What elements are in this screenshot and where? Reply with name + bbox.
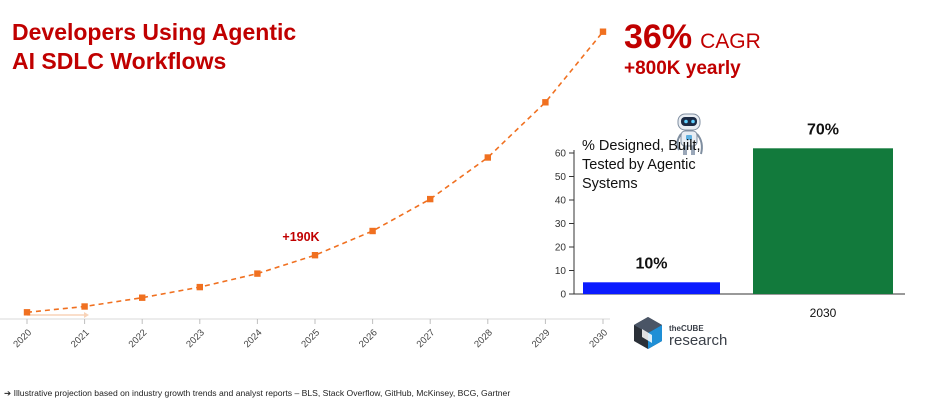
brand-logo: theCUBE research xyxy=(669,323,728,349)
x-tick-label: 2027 xyxy=(415,327,438,350)
data-point xyxy=(139,294,146,301)
cagr-headline: 36% CAGR xyxy=(624,18,761,57)
data-point xyxy=(311,252,319,259)
data-point xyxy=(599,28,607,35)
data-point xyxy=(196,283,203,291)
x-tick-label: 2026 xyxy=(357,327,380,350)
data-point xyxy=(369,227,376,235)
x-tick-label: 2020 xyxy=(11,327,34,350)
source-footnote: ➔ Illustrative projection based on indus… xyxy=(4,388,511,398)
y-tick-label: 10 xyxy=(555,266,567,277)
cagr-value: 36% xyxy=(624,18,693,56)
y-tick-label: 0 xyxy=(560,290,566,301)
annotation-label: +190K xyxy=(282,230,319,244)
bar xyxy=(753,148,893,294)
bar-data-label: 10% xyxy=(635,255,667,272)
y-tick-label: 20 xyxy=(555,243,567,254)
x-tick-label: 2025 xyxy=(299,327,322,350)
x-tick-label: 2028 xyxy=(472,327,495,350)
bar-data-label: 70% xyxy=(807,121,839,138)
start-arrow-head xyxy=(84,312,89,318)
x-tick-label: 2021 xyxy=(69,327,92,350)
series-line xyxy=(26,31,604,314)
y-tick-label: 60 xyxy=(555,149,567,160)
bar xyxy=(583,282,720,295)
data-point xyxy=(484,154,491,161)
y-tick-label: 50 xyxy=(555,172,567,183)
x-tick-label: 2023 xyxy=(184,327,207,350)
data-point xyxy=(542,99,549,106)
yearly-growth: +800K yearly xyxy=(624,58,741,79)
line-chart: 2020 2021 2022 2023 2024 2025 2026 2027 2028 2029… xyxy=(0,28,610,350)
x-tick-label: 2022 xyxy=(127,327,150,350)
x-tick-label: 2024 xyxy=(242,327,265,350)
robot-icon xyxy=(676,113,703,155)
bar-category-label: 2030 xyxy=(810,306,837,320)
cube-logo-icon xyxy=(634,317,662,349)
x-tick-label: 2030 xyxy=(587,327,610,350)
x-tick-label: 2029 xyxy=(530,327,553,350)
inset-chart-title: % Designed, Built, Tested by Agentic Sys… xyxy=(582,138,701,192)
chart-title: Developers Using Agentic AI SDLC Workflo… xyxy=(12,19,297,74)
logo-text-line1: theCUBE xyxy=(669,324,704,333)
data-point xyxy=(427,195,434,203)
y-tick-label: 30 xyxy=(555,219,567,230)
data-point xyxy=(23,309,31,316)
cagr-unit: CAGR xyxy=(700,30,761,53)
data-point xyxy=(254,270,261,277)
data-point xyxy=(81,303,88,310)
y-tick-label: 40 xyxy=(555,196,567,207)
logo-text-line2: research xyxy=(669,332,728,349)
